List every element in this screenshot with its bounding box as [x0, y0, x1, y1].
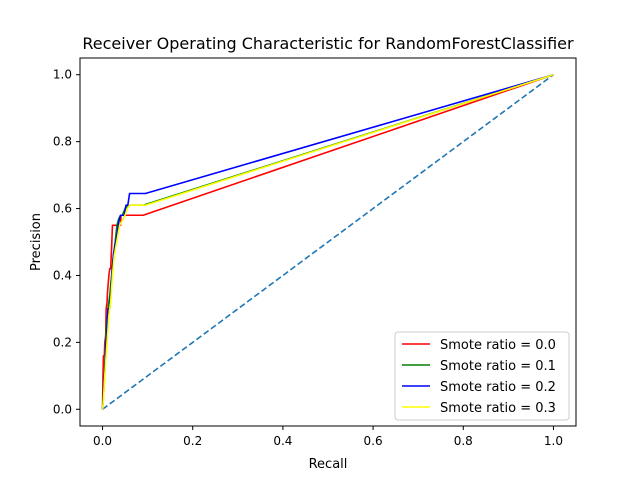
legend-label-3: Smote ratio = 0.3	[440, 401, 556, 416]
legend: Smote ratio = 0.0 Smote ratio = 0.1 Smote …	[394, 331, 570, 421]
y-axis-label: Precision	[29, 213, 44, 271]
y-tick-label: 1.0	[53, 68, 72, 82]
reference-diagonal-line	[102, 74, 554, 410]
y-tick-label: 0.8	[53, 135, 72, 149]
x-tick-label: 0.6	[364, 434, 383, 448]
chart-title: Receiver Operating Characteristic for Ra…	[82, 34, 574, 53]
x-axis-label: Recall	[309, 457, 348, 472]
x-tick-label: 0.8	[454, 434, 473, 448]
legend-box	[394, 331, 570, 421]
y-tick-label: 0.4	[53, 268, 72, 282]
y-tick-label: 0.6	[53, 202, 72, 216]
legend-label-2: Smote ratio = 0.2	[440, 380, 556, 395]
x-tick-label: 1.0	[544, 434, 563, 448]
x-tick-label: 0.4	[273, 434, 292, 448]
y-tick-label: 0.0	[53, 402, 72, 416]
plot-frame	[79, 57, 577, 427]
x-tick-label: 0.2	[183, 434, 202, 448]
plot-lines	[101, 73, 554, 410]
legend-label-0: Smote ratio = 0.0	[440, 338, 556, 353]
legend-label-1: Smote ratio = 0.1	[440, 359, 556, 374]
series-line-2	[101, 73, 554, 410]
y-axis-ticks: 0.0 0.2 0.4 0.6 0.8 1.0	[53, 68, 80, 416]
y-tick-label: 0.2	[53, 335, 72, 349]
series-line-3	[101, 73, 554, 410]
x-tick-label: 0.0	[93, 434, 112, 448]
x-axis-ticks: 0.0 0.2 0.4 0.6 0.8 1.0	[93, 426, 563, 448]
